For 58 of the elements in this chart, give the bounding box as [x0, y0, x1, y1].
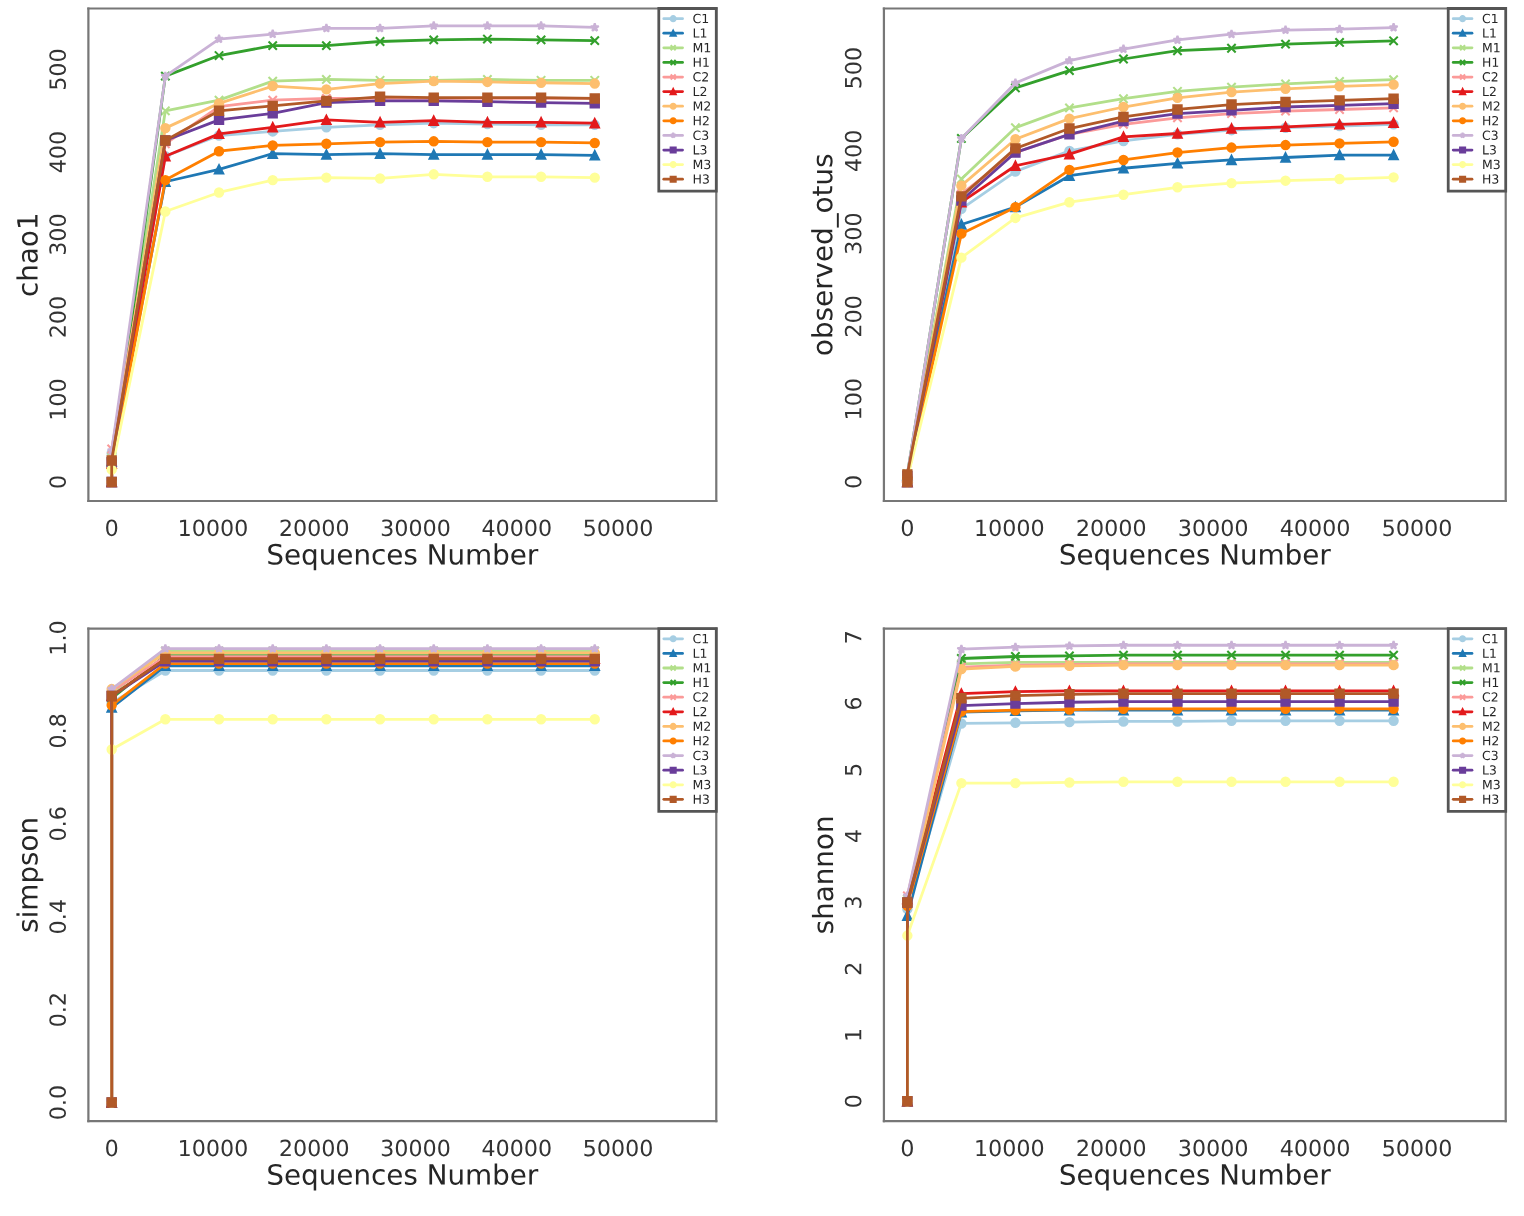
y-tick-label: 2 — [844, 963, 862, 975]
y-tick-label: 300 — [844, 213, 862, 254]
x-tick-label: 0 — [901, 1139, 913, 1157]
x-tick-label: 30000 — [381, 1139, 450, 1157]
x-tick-label: 30000 — [381, 519, 450, 537]
x-tick-label: 20000 — [1077, 1139, 1146, 1157]
y-tick-label: 5 — [845, 764, 862, 776]
y-tick-label: 500 — [49, 49, 67, 90]
y-tick-label: 0.6 — [49, 807, 67, 841]
x-tick-label: 50000 — [584, 1139, 652, 1157]
x-axis-title: Sequences Number — [268, 1163, 539, 1191]
y-tick-label: 0.0 — [49, 1086, 67, 1119]
x-axis-title: Sequences Number — [268, 543, 539, 571]
y-tick-label: 0 — [844, 476, 862, 488]
y-tick-label: 0.8 — [49, 714, 67, 748]
x-tick-label: 0 — [901, 519, 913, 537]
y-axis-title: observed_otus — [811, 154, 839, 355]
x-tick-label: 0 — [106, 519, 118, 537]
y-tick-label: 0 — [49, 476, 67, 488]
x-tick-label: 30000 — [1179, 519, 1248, 537]
y-tick-label: 1.0 — [49, 621, 67, 654]
y-tick-label: 4 — [845, 830, 862, 843]
x-tick-label: 40000 — [1280, 519, 1349, 537]
y-tick-label: 0.2 — [49, 994, 67, 1026]
y-tick-label: 300 — [49, 214, 67, 255]
y-tick-label: 1 — [845, 1029, 862, 1040]
x-tick-label: 50000 — [584, 519, 652, 537]
x-tick-label: 20000 — [280, 1139, 349, 1157]
y-tick-label: 0.4 — [49, 900, 67, 933]
x-axis-title: Sequences Number — [1060, 543, 1331, 571]
y-tick-label: 6 — [844, 697, 862, 710]
x-tick-label: 40000 — [1280, 1139, 1349, 1157]
x-tick-label: 20000 — [280, 519, 349, 537]
y-tick-label: 100 — [844, 379, 862, 418]
x-tick-label: 50000 — [1383, 519, 1451, 537]
x-tick-label: 10000 — [976, 1139, 1044, 1157]
x-tick-label: 0 — [106, 1139, 118, 1157]
y-tick-label: 200 — [844, 296, 862, 336]
y-tick-label: 0 — [844, 1095, 862, 1107]
x-tick-label: 10000 — [976, 519, 1044, 537]
x-tick-label: 10000 — [180, 519, 247, 537]
x-tick-label: 20000 — [1077, 519, 1146, 537]
x-tick-label: 10000 — [180, 1139, 247, 1157]
y-tick-label: 100 — [49, 379, 67, 419]
y-axis-title: chao1 — [16, 215, 38, 296]
x-tick-label: 40000 — [482, 1139, 551, 1157]
y-axis-title: shannon — [811, 817, 834, 933]
x-tick-label: 30000 — [1179, 1139, 1248, 1157]
y-tick-label: 500 — [844, 48, 862, 88]
x-tick-label: 40000 — [482, 519, 551, 537]
y-tick-label: 400 — [844, 131, 862, 171]
y-tick-label: 200 — [49, 297, 67, 337]
y-tick-label: 400 — [49, 132, 67, 173]
y-tick-label: 7 — [845, 632, 862, 643]
y-axis-title: simpson — [16, 819, 44, 932]
y-tick-label: 3 — [844, 897, 862, 908]
x-axis-title: Sequences Number — [1060, 1163, 1331, 1191]
x-tick-label: 50000 — [1383, 1139, 1451, 1157]
